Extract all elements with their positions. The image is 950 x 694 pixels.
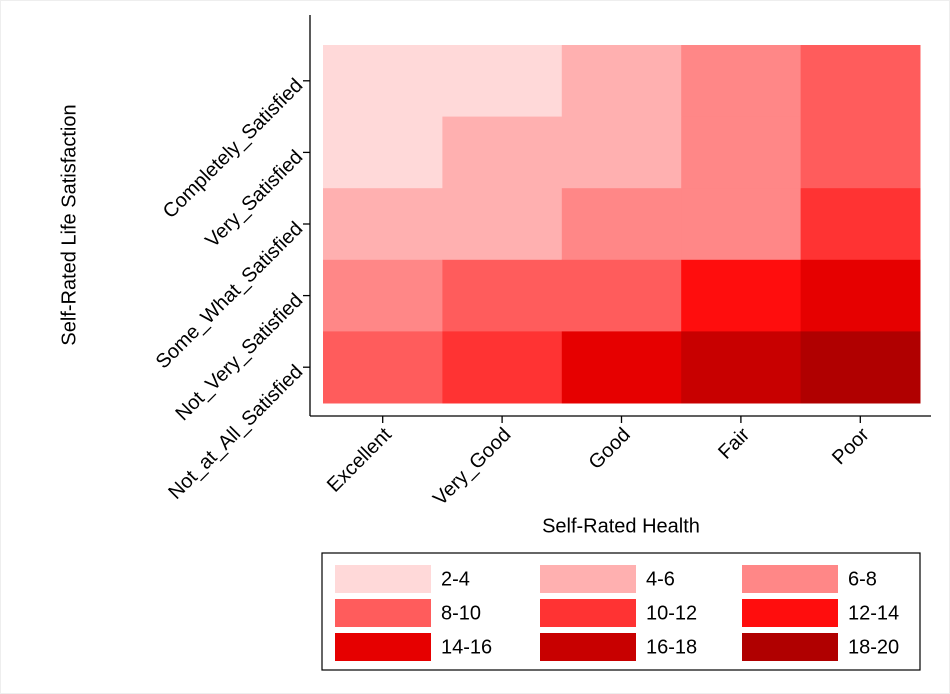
heatmap-cell xyxy=(561,259,682,332)
legend-label: 14-16 xyxy=(441,636,492,658)
heatmap-cell xyxy=(323,116,443,189)
legend-label: 4-6 xyxy=(646,568,675,590)
heatmap-cell xyxy=(442,331,563,404)
heatmap-cell xyxy=(800,259,921,332)
legend-label: 2-4 xyxy=(441,568,470,590)
heatmap-cell xyxy=(681,259,802,332)
x-axis-title: Self-Rated Health xyxy=(542,515,700,537)
heatmap-cell xyxy=(561,188,682,261)
legend-label: 10-12 xyxy=(646,602,697,624)
legend-swatch xyxy=(540,633,636,661)
heatmap-cell xyxy=(800,188,921,261)
heatmap-cell xyxy=(681,45,802,118)
heatmap-cell xyxy=(561,331,682,404)
legend-swatch xyxy=(540,565,636,593)
legend-label: 16-18 xyxy=(646,636,697,658)
legend-swatch xyxy=(335,599,431,627)
heatmap-cell xyxy=(800,45,921,118)
heatmap-cell xyxy=(561,116,682,189)
heatmap-cell xyxy=(323,45,443,118)
heatmap-cell xyxy=(681,116,802,189)
legend-swatch xyxy=(742,599,838,627)
legend-label: 6-8 xyxy=(848,568,877,590)
heatmap-cell xyxy=(323,259,443,332)
y-axis-title: Self-Rated Life Satisfaction xyxy=(58,104,80,345)
legend-label: 12-14 xyxy=(848,602,899,624)
heatmap-cell xyxy=(561,45,682,118)
legend-label: 8-10 xyxy=(441,602,481,624)
heatmap-cell xyxy=(800,331,921,404)
legend-swatch xyxy=(742,633,838,661)
legend-swatch xyxy=(742,565,838,593)
legend-swatch xyxy=(335,565,431,593)
legend-swatch xyxy=(335,633,431,661)
heatmap-cell xyxy=(323,188,443,261)
heatmap-cell xyxy=(442,45,563,118)
heatmap-cell xyxy=(681,188,802,261)
heatmap-cell xyxy=(442,116,563,189)
heatmap-cell xyxy=(681,331,802,404)
heatmap-cell xyxy=(800,116,921,189)
heatmap-cell xyxy=(442,259,563,332)
heatmap-cell xyxy=(323,331,443,404)
legend-swatch xyxy=(540,599,636,627)
legend-label: 18-20 xyxy=(848,636,899,658)
heatmap-cell xyxy=(442,188,563,261)
